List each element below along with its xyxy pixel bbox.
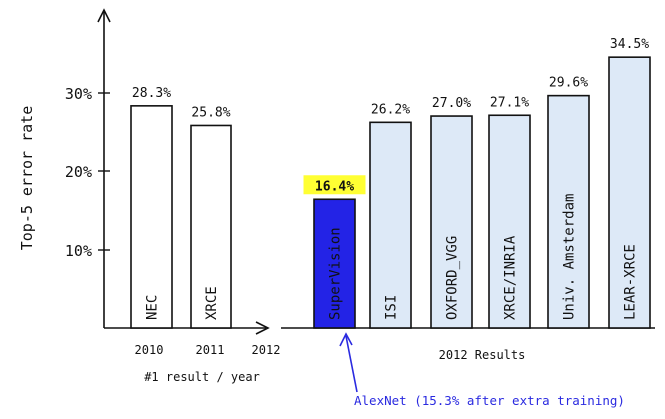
bar-label-xrce-inria: XRCE/INRIA	[503, 235, 519, 320]
y-axis-label: Top-5 error rate	[18, 106, 36, 251]
bar-lear-xrce	[608, 56, 651, 329]
value-label-isi: 26.2%	[371, 102, 410, 117]
y-tick-label-10: 10%	[65, 242, 92, 260]
y-tick-label-20: 20%	[65, 163, 92, 181]
bar-nec	[130, 105, 173, 329]
bar-label-xrce: XRCE	[204, 286, 220, 320]
bars: 28.3% NEC 25.8% XRCE 16.4% SuperVision 26.2% IS…	[130, 37, 651, 329]
value-label-xrce-inria: 27.1%	[490, 95, 529, 110]
y-tick-label-30: 30%	[65, 85, 92, 103]
value-label-supervision: 16.4%	[315, 179, 354, 194]
bar-label-nec: NEC	[145, 295, 161, 320]
bar-supervision	[313, 198, 356, 329]
value-label-highlight-bg	[303, 175, 366, 195]
bar-label-univ-amsterdam: Univ. Amsterdam	[562, 194, 578, 320]
bar-isi	[369, 121, 412, 329]
y-axis-arrow	[97, 8, 111, 23]
value-label-xrce: 25.8%	[191, 105, 230, 120]
bar-label-isi: ISI	[384, 295, 400, 320]
group-label-yearly: #1 result / year	[144, 370, 260, 384]
group-label-2012-results: 2012 Results	[439, 348, 526, 362]
bar-xrce-inria	[488, 114, 531, 329]
bar-oxford-vgg	[430, 115, 473, 329]
value-label-lear-xrce: 34.5%	[610, 37, 649, 52]
bar-xrce	[190, 124, 232, 329]
annotation-arrow-line	[345, 335, 358, 393]
annotation-arrow-head	[339, 332, 353, 347]
bar-univ-amsterdam	[547, 94, 590, 329]
bar-label-supervision: SuperVision	[328, 227, 344, 320]
value-label-nec: 28.3%	[132, 86, 171, 101]
bar-label-oxford-vgg: OXFORD_VGG	[445, 236, 461, 320]
year-labels: 2010 2011 2012	[135, 343, 281, 357]
bar-label-lear-xrce: LEAR-XRCE	[623, 244, 639, 320]
value-label-oxford-vgg: 27.0%	[432, 96, 471, 111]
year-label-2010: 2010	[135, 343, 164, 357]
x-axis-arrow	[255, 321, 270, 335]
value-label-univ-amsterdam: 29.6%	[549, 76, 588, 91]
year-label-2012: 2012	[252, 343, 281, 357]
y-tick-labels: 10% 20% 30%	[65, 85, 92, 260]
year-label-2011: 2011	[196, 343, 225, 357]
annotation-text: AlexNet (15.3% after extra training)	[354, 393, 625, 408]
alexnet-annotation: AlexNet (15.3% after extra training)	[339, 332, 625, 408]
